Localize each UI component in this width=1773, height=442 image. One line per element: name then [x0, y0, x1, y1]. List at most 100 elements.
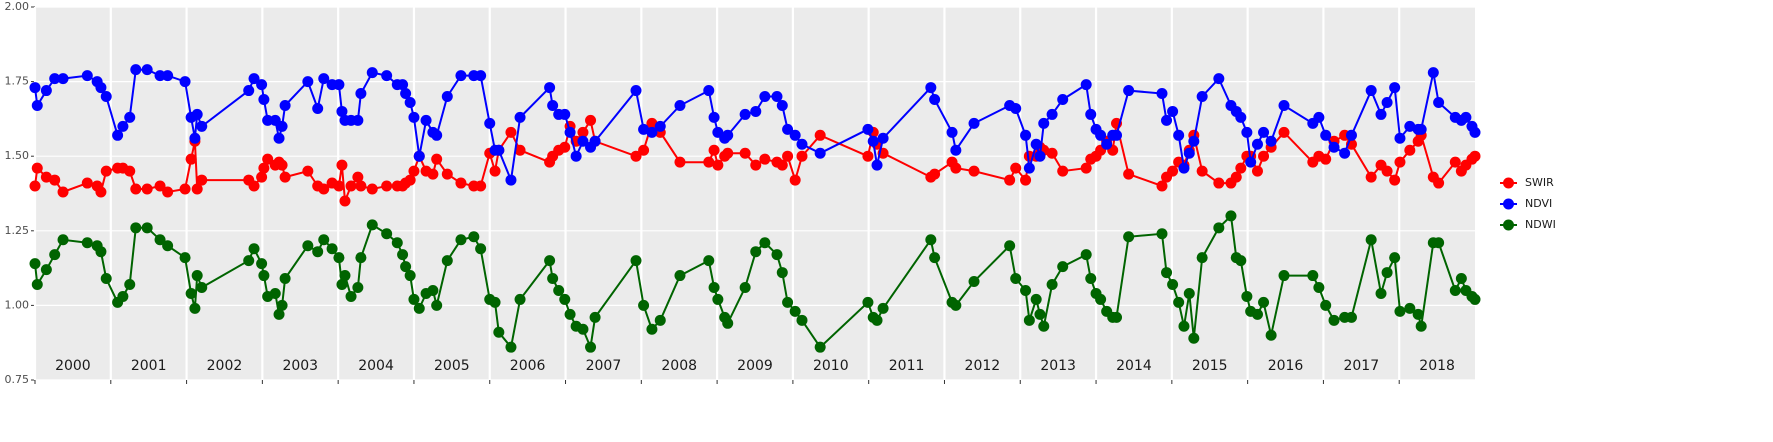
data-point [771, 249, 783, 261]
data-point [544, 82, 556, 94]
data-point [431, 299, 443, 311]
data-point [191, 183, 203, 195]
data-point [877, 302, 889, 314]
data-point [776, 159, 788, 171]
data-point [333, 252, 345, 264]
data-point [1010, 102, 1022, 114]
data-point [1449, 156, 1461, 168]
data-point [1389, 252, 1401, 264]
data-point [1161, 267, 1173, 279]
data-point [413, 302, 425, 314]
data-point [929, 168, 941, 180]
data-point [366, 183, 378, 195]
data-point [427, 284, 439, 296]
data-point [1433, 237, 1445, 249]
data-point [336, 159, 348, 171]
data-point [162, 186, 174, 198]
data-point [95, 186, 107, 198]
y-tick-label: 1.25 [5, 224, 30, 237]
data-point [258, 270, 270, 282]
data-point [455, 234, 467, 246]
data-point [256, 258, 268, 270]
data-point [431, 153, 443, 165]
data-point [759, 237, 771, 249]
data-point [968, 276, 980, 288]
year-label: 2004 [358, 358, 394, 374]
data-point [708, 144, 720, 156]
data-point [441, 168, 453, 180]
data-point [40, 171, 52, 183]
data-point [862, 123, 874, 135]
data-point [867, 135, 879, 147]
data-point [759, 153, 771, 165]
data-point [1213, 222, 1225, 234]
data-point [1278, 270, 1290, 282]
data-point [1412, 308, 1424, 320]
data-point [1213, 73, 1225, 85]
data-point [248, 73, 260, 85]
data-point [547, 99, 559, 111]
data-point [514, 144, 526, 156]
data-point [547, 273, 559, 285]
data-point [276, 159, 288, 171]
data-point [189, 132, 201, 144]
data-point [722, 317, 734, 329]
data-point [1225, 210, 1237, 222]
data-point [585, 341, 597, 353]
data-point [1389, 174, 1401, 186]
data-point [1339, 147, 1351, 159]
data-point [1080, 249, 1092, 261]
data-point [789, 174, 801, 186]
year-label: 2005 [434, 358, 470, 374]
data-point [302, 165, 314, 177]
data-point [1161, 114, 1173, 126]
data-point [782, 123, 794, 135]
data-point [397, 79, 409, 91]
data-point [1381, 96, 1393, 108]
data-point [796, 138, 808, 150]
data-point [1188, 332, 1200, 344]
data-point [1023, 314, 1035, 326]
data-point [455, 70, 467, 82]
data-point [191, 270, 203, 282]
data-point [413, 150, 425, 162]
data-point [570, 150, 582, 162]
data-point [1449, 284, 1461, 296]
data-point [776, 99, 788, 111]
data-point [638, 123, 650, 135]
data-point [750, 159, 762, 171]
data-point [1123, 85, 1135, 97]
data-point [505, 174, 517, 186]
data-point [484, 117, 496, 129]
data-point [1278, 126, 1290, 138]
data-point [130, 64, 142, 76]
year-label: 2001 [131, 358, 167, 374]
year-label: 2008 [661, 358, 697, 374]
data-point [1173, 296, 1185, 308]
data-point [185, 153, 197, 165]
data-point [1213, 177, 1225, 189]
data-point [564, 126, 576, 138]
data-point [862, 296, 874, 308]
data-point [1469, 150, 1481, 162]
data-point [352, 114, 364, 126]
data-point [29, 180, 41, 192]
data-point [196, 120, 208, 132]
data-point [404, 174, 416, 186]
year-label: 2006 [510, 358, 546, 374]
data-point [1085, 108, 1097, 120]
data-point [441, 255, 453, 267]
data-point [1156, 228, 1168, 240]
data-point [1235, 255, 1247, 267]
data-point [739, 281, 751, 293]
data-point [312, 102, 324, 114]
data-point [712, 293, 724, 305]
data-point [638, 299, 650, 311]
year-label: 2003 [282, 358, 318, 374]
data-point [397, 249, 409, 261]
data-point [1196, 165, 1208, 177]
data-point [318, 234, 330, 246]
data-point [339, 195, 351, 207]
data-point [877, 132, 889, 144]
